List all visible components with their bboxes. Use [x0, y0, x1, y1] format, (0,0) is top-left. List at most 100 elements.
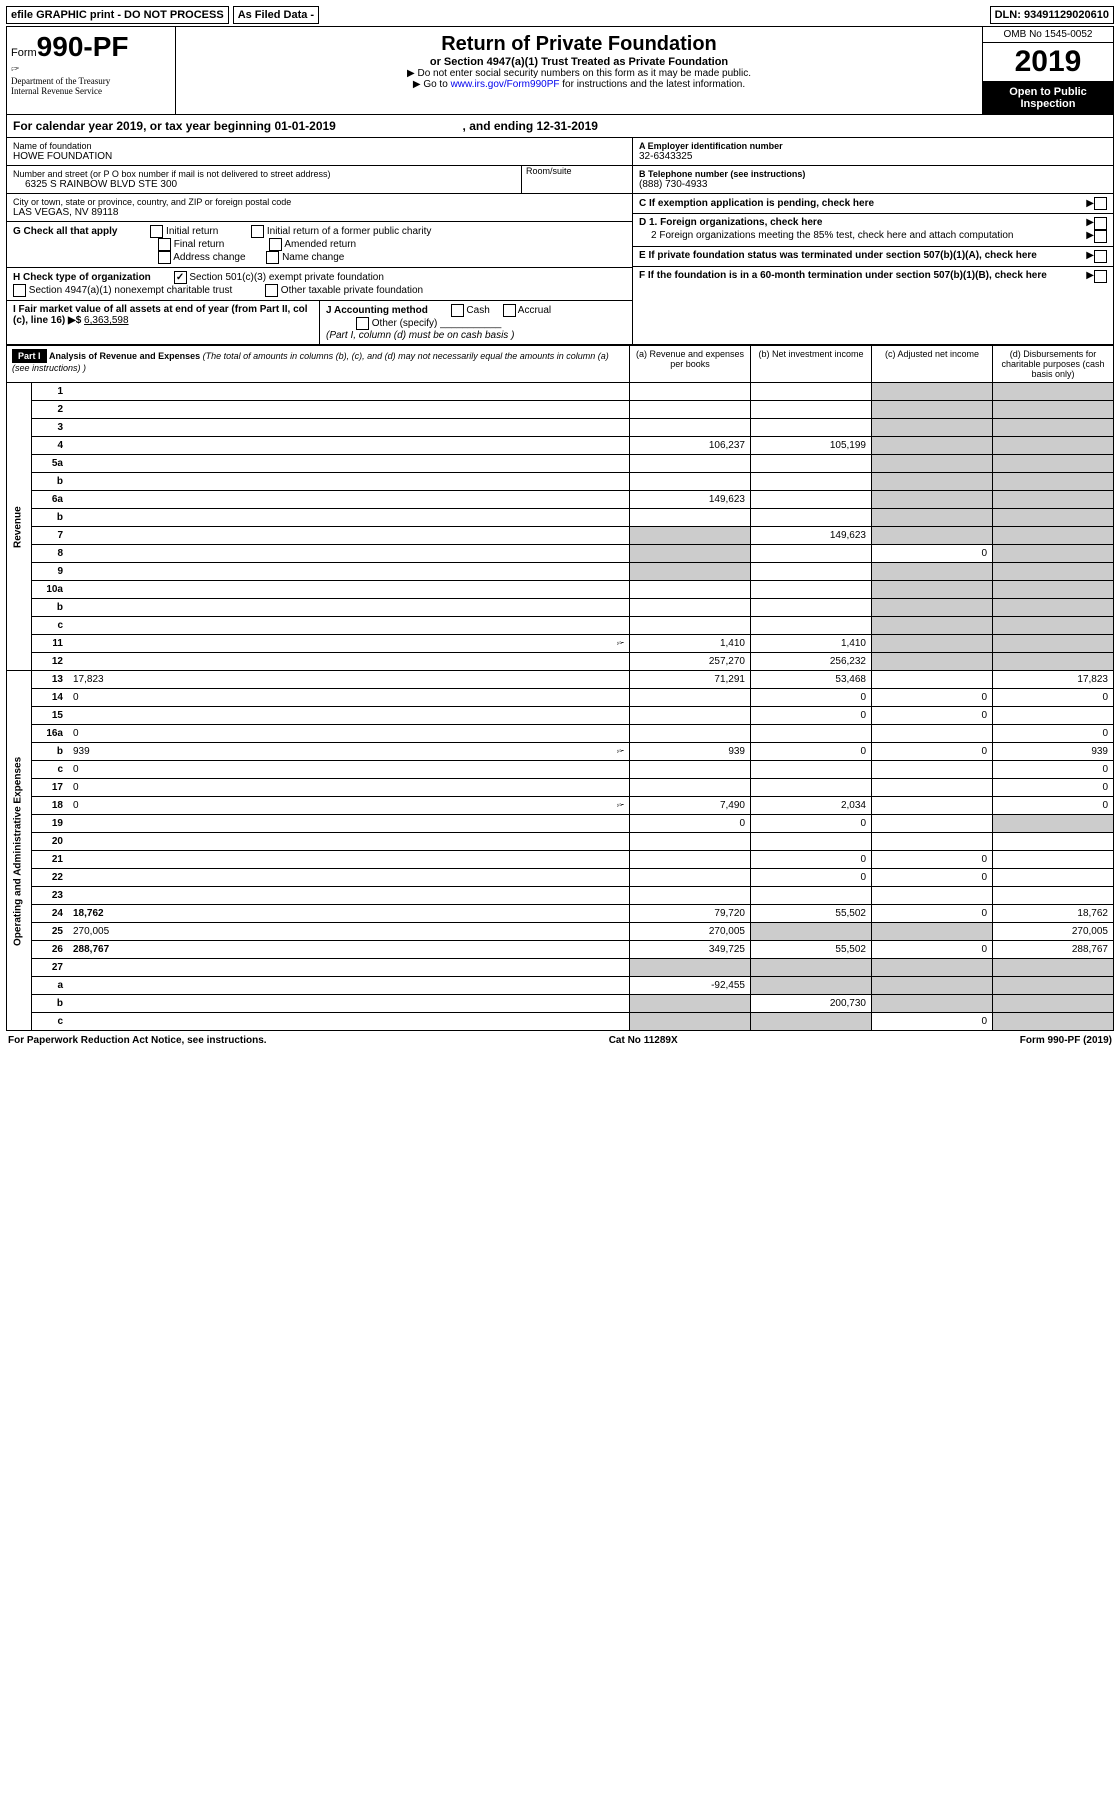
line-number: 26 [32, 941, 69, 959]
amount-cell: 53,468 [751, 671, 872, 689]
line-number: 17 [32, 779, 69, 797]
address-change-checkbox[interactable] [158, 251, 171, 264]
line-number: 19 [32, 815, 69, 833]
line-description: 🖙 [68, 635, 630, 653]
amount-cell [993, 959, 1114, 977]
initial-return-checkbox[interactable] [150, 225, 163, 238]
amount-cell [993, 419, 1114, 437]
line-description: 0 [68, 779, 630, 797]
attachment-icon[interactable]: 🖙 [617, 746, 624, 757]
section-e: E If private foundation status was termi… [639, 250, 1037, 261]
line-description [68, 815, 630, 833]
amount-cell [630, 869, 751, 887]
amount-cell [993, 995, 1114, 1013]
final-return-checkbox[interactable] [158, 238, 171, 251]
line-number: 11 [32, 635, 69, 653]
foreign-org-checkbox[interactable] [1094, 217, 1107, 230]
table-row: 2200 [7, 869, 1114, 887]
amount-cell [751, 1013, 872, 1031]
amount-cell [993, 815, 1114, 833]
col-b-header: (b) Net investment income [751, 346, 872, 383]
amount-cell [751, 923, 872, 941]
other-method-checkbox[interactable] [356, 317, 369, 330]
table-row: 140000 [7, 689, 1114, 707]
foundation-name: HOWE FOUNDATION [13, 151, 626, 162]
irs-logo-icon: 🖙 [11, 63, 171, 76]
line-number: 23 [32, 887, 69, 905]
amended-checkbox[interactable] [269, 238, 282, 251]
name-change-checkbox[interactable] [266, 251, 279, 264]
amount-cell: 0 [751, 815, 872, 833]
amount-cell [751, 599, 872, 617]
amount-cell [630, 851, 751, 869]
accrual-checkbox[interactable] [503, 304, 516, 317]
line-description: 0 [68, 689, 630, 707]
line-number: 16a [32, 725, 69, 743]
line-number: 22 [32, 869, 69, 887]
info-section: Name of foundation HOWE FOUNDATION Numbe… [6, 138, 1114, 345]
amount-cell [751, 545, 872, 563]
amount-cell [751, 833, 872, 851]
table-row: Revenue1 [7, 383, 1114, 401]
4947-checkbox[interactable] [13, 284, 26, 297]
calendar-year-row: For calendar year 2019, or tax year begi… [6, 115, 1114, 138]
line-description [68, 581, 630, 599]
amount-cell: 200,730 [751, 995, 872, 1013]
amount-cell [993, 977, 1114, 995]
table-row: 2418,76279,72055,502018,762 [7, 905, 1114, 923]
amount-cell [993, 851, 1114, 869]
cash-checkbox[interactable] [451, 304, 464, 317]
amount-cell: 2,034 [751, 797, 872, 815]
line-description [68, 959, 630, 977]
initial-former-checkbox[interactable] [251, 225, 264, 238]
attachment-icon[interactable]: 🖙 [617, 638, 624, 649]
amount-cell [630, 473, 751, 491]
amount-cell [993, 635, 1114, 653]
amount-cell [751, 617, 872, 635]
table-row: 11 🖙1,4101,410 [7, 635, 1114, 653]
line-description [68, 563, 630, 581]
amount-cell [872, 581, 993, 599]
line-description [68, 599, 630, 617]
amount-cell: -92,455 [630, 977, 751, 995]
amount-cell: 105,199 [751, 437, 872, 455]
amount-cell [872, 437, 993, 455]
amount-cell: 149,623 [630, 491, 751, 509]
amount-cell: 0 [993, 761, 1114, 779]
ein-label: A Employer identification number [639, 141, 783, 151]
foreign-85-checkbox[interactable] [1094, 230, 1107, 243]
amount-cell [993, 581, 1114, 599]
section-j: J Accounting method Cash Accrual Other (… [320, 301, 632, 344]
amount-cell [872, 491, 993, 509]
amount-cell: 270,005 [993, 923, 1114, 941]
expenses-section-label: Operating and Administrative Expenses [7, 671, 32, 1031]
amount-cell [630, 959, 751, 977]
amount-cell [751, 401, 872, 419]
attachment-icon[interactable]: 🖙 [617, 800, 624, 811]
amount-cell [872, 527, 993, 545]
status-terminated-checkbox[interactable] [1094, 250, 1107, 263]
amount-cell: 270,005 [630, 923, 751, 941]
dept-treasury: Department of the Treasury Internal Reve… [11, 76, 171, 96]
amount-cell [993, 1013, 1114, 1031]
amount-cell [872, 473, 993, 491]
return-title: Return of Private Foundation [182, 33, 976, 56]
table-row: 12257,270256,232 [7, 653, 1114, 671]
amount-cell [751, 419, 872, 437]
amount-cell [630, 581, 751, 599]
other-taxable-checkbox[interactable] [265, 284, 278, 297]
exemption-pending-checkbox[interactable] [1094, 197, 1107, 210]
60month-checkbox[interactable] [1094, 270, 1107, 283]
amount-cell [751, 779, 872, 797]
tax-year: 2019 [983, 43, 1113, 82]
line-number: 9 [32, 563, 69, 581]
amount-cell: 17,823 [993, 671, 1114, 689]
irs-link[interactable]: www.irs.gov/Form990PF [451, 79, 560, 90]
amount-cell: 0 [872, 689, 993, 707]
amount-cell [630, 1013, 751, 1031]
amount-cell [751, 473, 872, 491]
501c3-checkbox[interactable] [174, 271, 187, 284]
section-g: G Check all that apply Initial return In… [7, 222, 632, 268]
amount-cell: 0 [872, 905, 993, 923]
amount-cell [993, 617, 1114, 635]
